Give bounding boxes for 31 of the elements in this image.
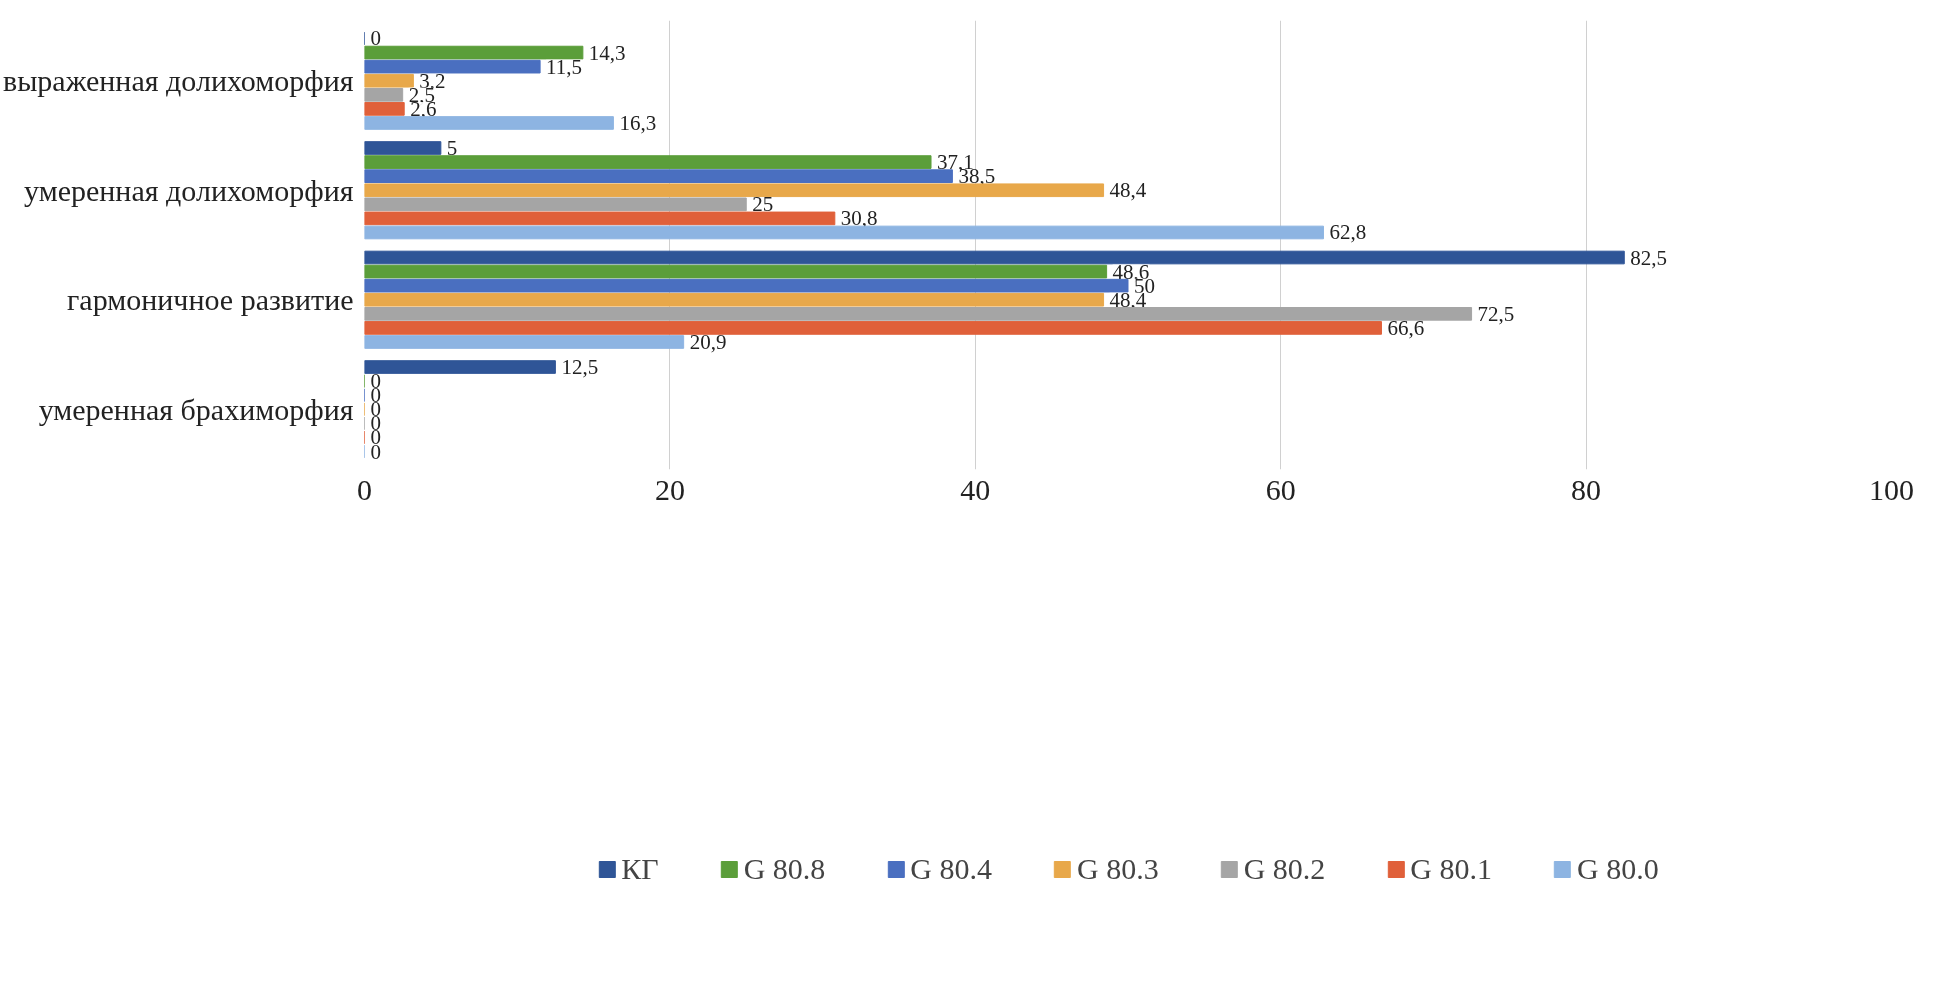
x-tick-label: 100 <box>1869 472 1914 506</box>
data-label: 62,8 <box>1329 220 1367 245</box>
data-label: 48,4 <box>1109 178 1147 203</box>
data-label: 12,5 <box>561 355 599 380</box>
x-tick-label: 80 <box>1571 472 1602 506</box>
data-label: 30,8 <box>840 206 878 231</box>
legend-label: G 80.0 <box>1577 851 1659 886</box>
x-tick-label: 60 <box>1265 472 1296 506</box>
legend-label: КГ <box>621 851 659 886</box>
data-label: 82,5 <box>1630 245 1668 270</box>
y-tick-label: выраженная долихоморфия <box>3 64 354 98</box>
data-label: 14,3 <box>588 40 626 65</box>
data-label: 11,5 <box>546 54 583 79</box>
data-label: 66,6 <box>1387 315 1425 340</box>
x-tick-label: 20 <box>654 472 685 506</box>
legend-label: G 80.1 <box>1410 851 1493 886</box>
data-label: 0 <box>370 26 381 51</box>
y-tick-label: умеренная брахиморфия <box>38 392 354 426</box>
data-label: 72,5 <box>1477 301 1515 326</box>
legend-label: G 80.2 <box>1243 851 1326 886</box>
y-tick-label: умеренная долихоморфия <box>24 173 354 207</box>
data-label: 25 <box>752 192 774 217</box>
legend-label: G 80.8 <box>743 851 826 886</box>
x-tick-label: 40 <box>960 472 991 506</box>
data-label: 5 <box>446 136 458 160</box>
data-label: 20,9 <box>689 330 727 354</box>
x-tick-label: 0 <box>357 472 372 506</box>
y-tick-label: гармоничное развитие <box>67 283 354 317</box>
legend-label: G 80.3 <box>1077 851 1159 886</box>
legend-label: G 80.4 <box>910 851 993 886</box>
data-label: 16,3 <box>619 110 657 135</box>
